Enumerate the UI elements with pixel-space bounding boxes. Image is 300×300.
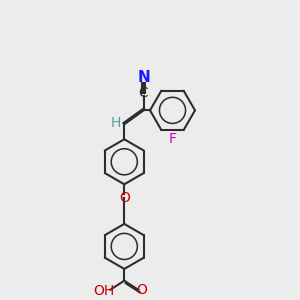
Text: O: O <box>136 283 148 297</box>
Text: N: N <box>137 70 150 85</box>
Text: OH: OH <box>93 284 114 298</box>
Text: C: C <box>139 85 148 100</box>
Text: H: H <box>110 116 121 130</box>
Text: F: F <box>169 132 176 146</box>
Text: O: O <box>119 191 130 205</box>
